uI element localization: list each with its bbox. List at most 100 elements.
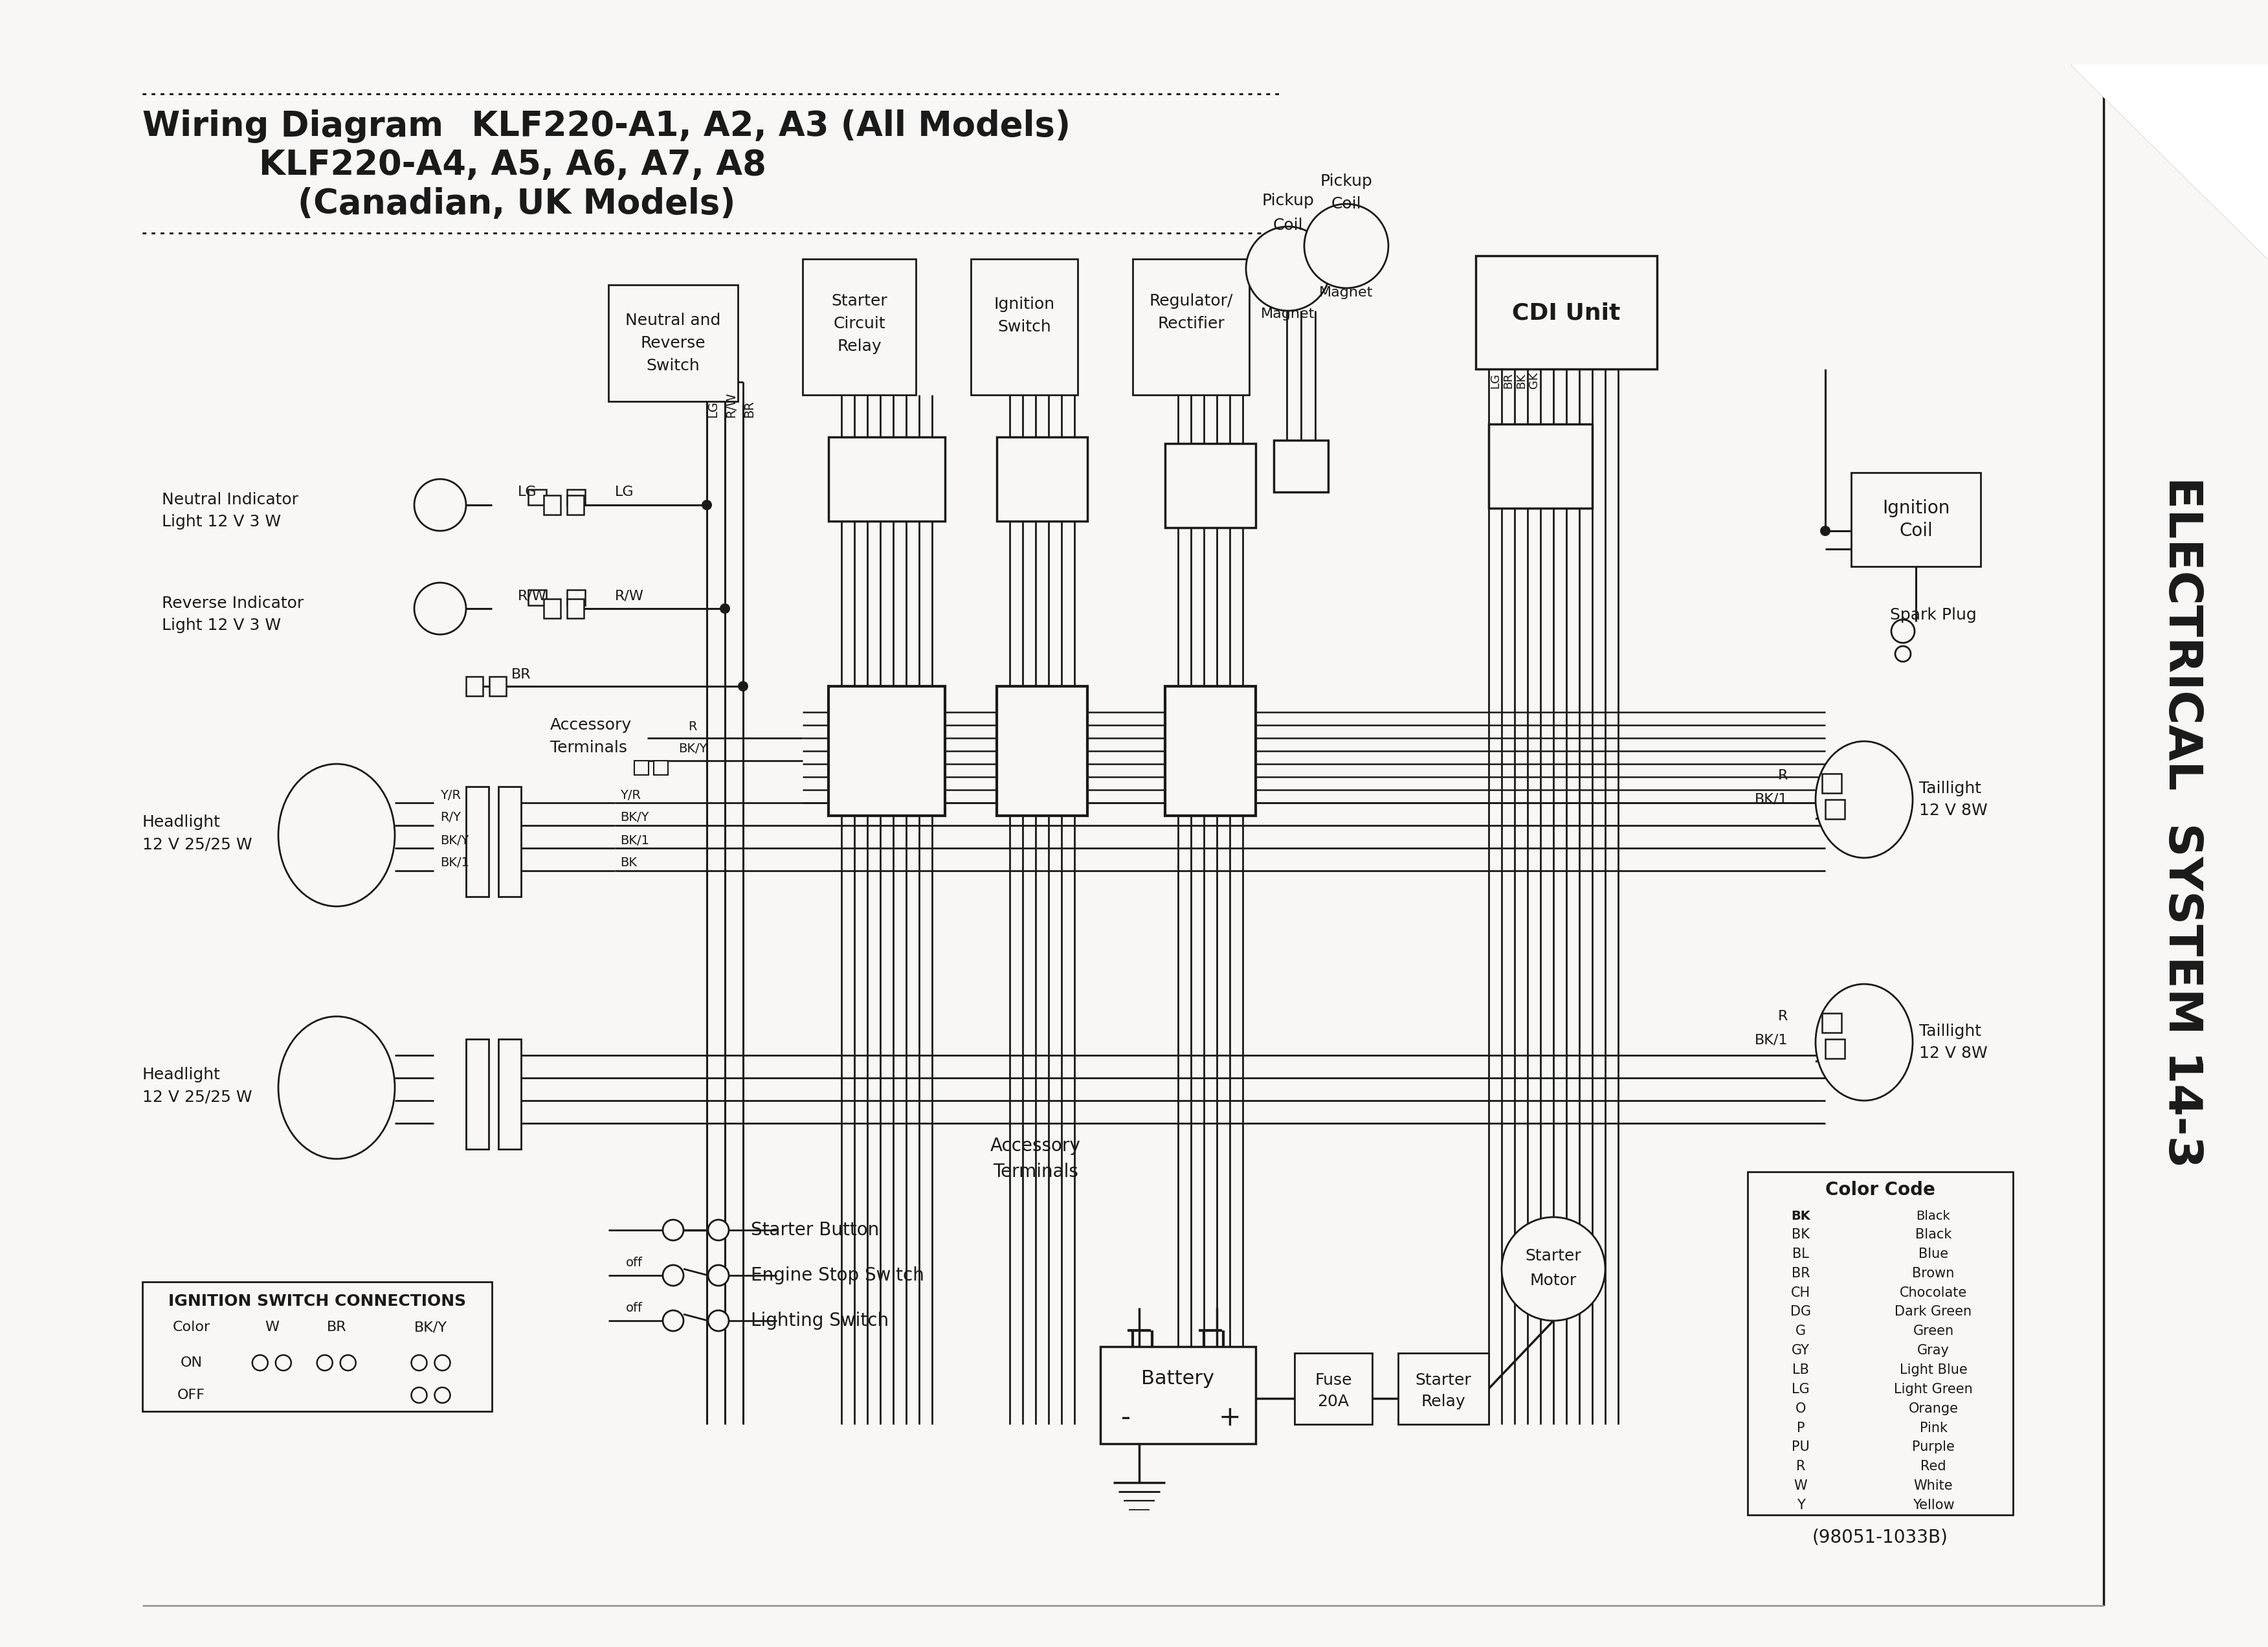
Bar [1826, 1039, 1844, 1059]
Text: R/Y: R/Y [440, 812, 460, 824]
Text: Black: Black [1914, 1229, 1950, 1242]
Bar [499, 787, 522, 896]
Text: Starter: Starter [830, 293, 887, 310]
Text: Starter: Starter [1526, 1248, 1581, 1263]
Text: Color Code: Color Code [1826, 1181, 1935, 1199]
Circle shape [1821, 525, 1830, 535]
Text: BK/1: BK/1 [1755, 1033, 1787, 1046]
Text: Terminals: Terminals [993, 1163, 1077, 1181]
Ellipse shape [279, 764, 395, 906]
Bar [608, 285, 737, 402]
Text: BK: BK [619, 856, 637, 870]
Text: LB: LB [1792, 1364, 1810, 1377]
Text: Switch: Switch [646, 357, 701, 374]
Text: W: W [1794, 1479, 1808, 1492]
Text: Light 12 V 3 W: Light 12 V 3 W [161, 514, 281, 530]
Circle shape [719, 603, 730, 614]
Text: Reverse Indicator: Reverse Indicator [161, 596, 304, 611]
Ellipse shape [1817, 983, 1912, 1100]
Text: Ignition: Ignition [993, 296, 1055, 311]
Text: BK/1: BK/1 [440, 856, 469, 870]
Text: DG: DG [1789, 1306, 1812, 1318]
Text: LG: LG [1792, 1383, 1810, 1395]
Bar [1821, 1013, 1842, 1033]
Bar [528, 590, 547, 606]
Bar [567, 600, 583, 618]
Text: LG: LG [615, 486, 635, 499]
Text: Rectifier: Rectifier [1157, 316, 1225, 331]
Text: R/W: R/W [615, 590, 644, 603]
Text: White: White [1914, 1479, 1953, 1492]
Circle shape [1892, 619, 1914, 642]
Text: BK/Y: BK/Y [440, 833, 469, 847]
Bar [1100, 1347, 1256, 1444]
Circle shape [708, 1220, 728, 1240]
Text: R: R [1778, 1010, 1787, 1023]
Text: off: off [626, 1301, 642, 1314]
Text: Orange: Orange [1907, 1402, 1957, 1415]
Bar [567, 489, 585, 506]
Text: BR: BR [327, 1321, 347, 1334]
Circle shape [1501, 1217, 1606, 1321]
Text: OFF: OFF [177, 1388, 204, 1402]
Bar [1397, 1354, 1488, 1425]
Text: Fuse: Fuse [1315, 1372, 1352, 1388]
Text: Engine Stop Switch: Engine Stop Switch [751, 1267, 923, 1285]
Text: Yellow: Yellow [1912, 1499, 1955, 1512]
Text: -: - [1120, 1405, 1132, 1431]
Text: ELECTRICAL  SYSTEM 14-3: ELECTRICAL SYSTEM 14-3 [2159, 476, 2204, 1168]
Text: Relay: Relay [837, 339, 882, 354]
Text: R: R [1796, 1461, 1805, 1472]
Bar [465, 677, 483, 697]
Text: Terminals: Terminals [551, 740, 628, 756]
Text: Y/R: Y/R [440, 789, 460, 800]
Text: Wiring Diagram: Wiring Diagram [143, 109, 442, 143]
Text: W: W [265, 1321, 279, 1334]
Text: Starter Button: Starter Button [751, 1220, 880, 1239]
Text: BR: BR [1501, 372, 1515, 389]
Bar [653, 761, 669, 776]
Circle shape [411, 1387, 426, 1403]
Text: Light Green: Light Green [1894, 1383, 1973, 1395]
Ellipse shape [1817, 741, 1912, 858]
Bar [828, 436, 946, 520]
Bar [490, 677, 506, 697]
Text: BK/Y: BK/Y [415, 1321, 447, 1334]
Text: Headlight: Headlight [143, 1067, 220, 1082]
Text: Y: Y [1796, 1499, 1805, 1512]
Text: Motor: Motor [1531, 1273, 1576, 1288]
Circle shape [435, 1355, 449, 1370]
Text: Accessory: Accessory [991, 1136, 1082, 1155]
Text: BK/1: BK/1 [619, 833, 649, 847]
Circle shape [1896, 646, 1910, 662]
Text: Color: Color [172, 1321, 211, 1334]
Text: BR: BR [744, 400, 755, 418]
Text: Green: Green [1912, 1324, 1953, 1337]
Bar [1166, 687, 1256, 815]
Text: Lighting Switch: Lighting Switch [751, 1311, 889, 1329]
Text: Y/R: Y/R [619, 789, 642, 800]
Bar [1851, 473, 1980, 567]
Text: BL: BL [1792, 1247, 1810, 1260]
Bar [544, 496, 560, 514]
Text: Pickup: Pickup [1320, 173, 1372, 189]
Text: LG: LG [708, 400, 719, 418]
Text: Magnet: Magnet [1320, 287, 1374, 300]
Text: Accessory: Accessory [551, 718, 633, 733]
Circle shape [708, 1265, 728, 1286]
Text: KLF220-A4, A5, A6, A7, A8: KLF220-A4, A5, A6, A7, A8 [259, 148, 767, 181]
Bar [635, 761, 649, 776]
Text: R/W: R/W [517, 590, 547, 603]
Text: 12 V 25/25 W: 12 V 25/25 W [143, 837, 252, 853]
Bar [1826, 799, 1844, 819]
Text: P: P [1796, 1421, 1805, 1435]
Bar [1295, 1354, 1372, 1425]
Bar [1132, 259, 1250, 395]
Text: Coil: Coil [1898, 522, 1932, 540]
Text: CDI Unit: CDI Unit [1513, 301, 1622, 324]
Circle shape [415, 583, 465, 634]
Text: Spark Plug: Spark Plug [1889, 608, 1978, 623]
Text: 20A: 20A [1318, 1393, 1349, 1410]
Text: BK: BK [1515, 372, 1526, 389]
Text: GK: GK [1529, 372, 1540, 389]
